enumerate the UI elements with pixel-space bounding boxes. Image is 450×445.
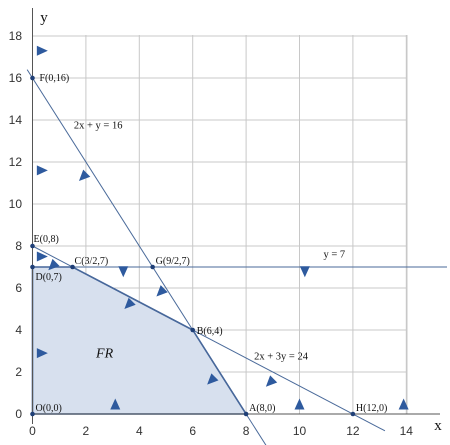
point-label: H(12,0) — [356, 403, 387, 414]
arrowhead-icon — [294, 398, 305, 410]
point-marker — [30, 264, 35, 270]
constraint-label: 2x + 3y = 24 — [254, 351, 309, 362]
arrowhead-icon — [36, 165, 48, 176]
direction-arrow — [124, 297, 136, 310]
point-label: E(0,8) — [34, 234, 59, 245]
arrowhead-icon — [36, 45, 48, 56]
arrowhead-icon — [124, 297, 136, 310]
direction-arrow — [36, 348, 48, 359]
point-marker — [30, 243, 35, 249]
y-tick-label: 4 — [15, 323, 22, 337]
y-tick-label: 18 — [9, 29, 23, 43]
point-marker — [150, 264, 155, 270]
point-label: C(3/2,7) — [75, 256, 109, 267]
arrowhead-icon — [207, 373, 219, 385]
constraint-line-2x-3y-24 — [32, 245, 386, 432]
direction-arrow — [36, 165, 48, 176]
y-tick-label: 16 — [9, 71, 23, 85]
y-tick-label: 14 — [9, 113, 23, 127]
direction-arrow — [398, 398, 409, 410]
y-tick-label: 8 — [15, 239, 22, 253]
constraint-line-2x-y-16 — [26, 69, 267, 445]
point-label: D(0,7) — [36, 272, 62, 283]
arrowhead-icon — [299, 266, 310, 278]
direction-arrow — [48, 258, 60, 271]
x-tick-label: 8 — [243, 424, 250, 438]
y-axis-title: y — [40, 10, 48, 26]
x-tick-label: 0 — [29, 424, 36, 438]
x-tick-label: 6 — [189, 424, 196, 438]
arrowhead-icon — [48, 258, 60, 271]
y-tick-label: 6 — [15, 281, 22, 295]
point-marker — [350, 411, 356, 417]
arrowhead-icon — [36, 348, 48, 359]
direction-arrow — [265, 375, 278, 387]
direction-arrow — [36, 45, 48, 56]
y-tick-label: 0 — [15, 407, 22, 421]
y-tick-label: 2 — [15, 365, 22, 379]
point-label: G(9/2,7) — [156, 256, 190, 267]
point-marker — [30, 411, 35, 417]
direction-arrow — [294, 398, 305, 410]
x-axis-title: x — [434, 418, 442, 434]
point-label: F(0,16) — [40, 73, 70, 84]
x-tick-label: 12 — [346, 424, 360, 438]
point-label: A(8,0) — [249, 403, 275, 414]
x-tick-label: 2 — [83, 424, 90, 438]
direction-arrow — [78, 169, 91, 181]
point-marker — [30, 75, 35, 81]
constraint-label: 2x + y = 16 — [74, 120, 123, 131]
direction-arrow — [207, 373, 219, 385]
direction-arrow — [156, 285, 168, 297]
arrowhead-icon — [398, 398, 409, 410]
point-marker — [70, 264, 75, 270]
x-tick-label: 4 — [136, 424, 143, 438]
direction-arrow — [118, 266, 129, 278]
arrowhead-icon — [36, 251, 48, 262]
direction-arrow — [36, 251, 48, 262]
arrowhead-icon — [265, 375, 278, 387]
arrowhead-icon — [78, 169, 91, 181]
y-tick-label: 12 — [9, 155, 23, 169]
arrowhead-icon — [118, 266, 129, 278]
y-tick-label: 10 — [9, 197, 23, 211]
feasible-region-label: FR — [95, 346, 114, 361]
point-label: O(0,0) — [36, 403, 62, 414]
point-marker — [190, 327, 195, 333]
constraint-label: y = 7 — [324, 250, 346, 261]
x-tick-label: 10 — [293, 424, 307, 438]
point-marker — [243, 411, 249, 417]
direction-arrow — [299, 266, 310, 278]
arrowhead-icon — [110, 398, 121, 410]
x-tick-label: 14 — [400, 424, 414, 438]
point-label: B(6,4) — [197, 326, 223, 337]
arrowhead-icon — [156, 285, 168, 297]
direction-arrow — [110, 398, 121, 410]
